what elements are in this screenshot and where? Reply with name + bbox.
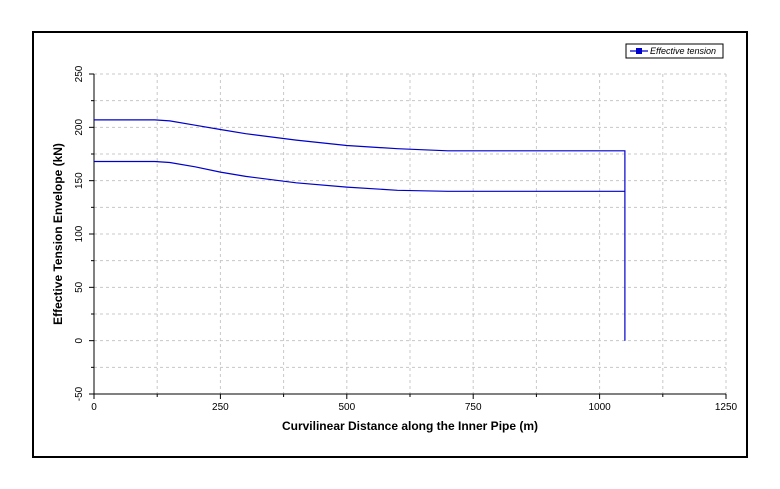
y-tick-label: 200: [74, 119, 85, 136]
y-tick-label: 250: [74, 65, 85, 82]
chart-frame: 0 250 500 750 1000 1250 -50 0 50 100 150 200 250 Eff…: [32, 31, 748, 458]
legend-label: Effective tension: [650, 46, 716, 56]
legend[interactable]: Effective tension: [625, 43, 724, 59]
y-axis-title: Effective Tension Envelope (kN): [51, 143, 65, 325]
grid-lines: [93, 73, 727, 395]
x-tick-label: 0: [91, 402, 97, 413]
x-tick-label: 500: [338, 402, 355, 413]
tick-labels: 0 250 500 750 1000 1250 -50 0 50 100 150 200 250: [74, 65, 738, 413]
x-axis-title: Curvilinear Distance along the Inner Pip…: [282, 419, 538, 433]
x-tick-label: 1000: [588, 402, 611, 413]
chart-canvas: 0 250 500 750 1000 1250 -50 0 50 100 150 200 250 Eff…: [51, 43, 738, 433]
legend-square-marker: [636, 48, 642, 54]
y-tick-label: 0: [74, 337, 85, 343]
x-tick-label: 250: [212, 402, 229, 413]
y-tick-label: 100: [74, 225, 85, 242]
x-tick-label: 750: [465, 402, 482, 413]
x-tick-label: 1250: [715, 402, 738, 413]
y-tick-label: 50: [74, 281, 85, 293]
series-line-0: [94, 119, 626, 341]
legend-box: [625, 43, 724, 59]
axes: [89, 73, 727, 399]
y-tick-label: -50: [74, 386, 85, 401]
series-lines: [94, 119, 626, 341]
y-tick-label: 150: [74, 172, 85, 189]
